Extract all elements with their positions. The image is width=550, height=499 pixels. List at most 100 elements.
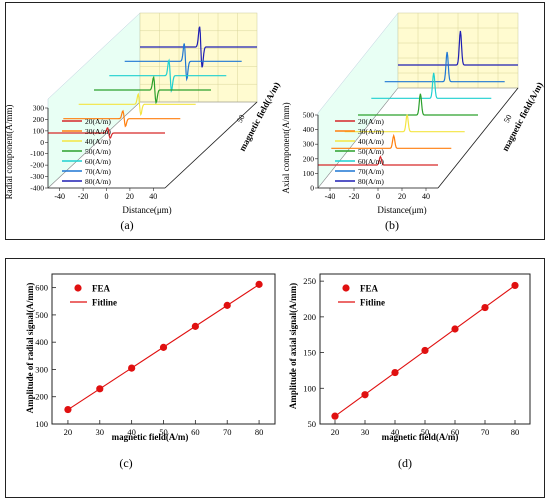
legend-fea-marker — [342, 284, 350, 292]
x-tick-label: 80 — [511, 427, 520, 437]
series-line-50 — [358, 93, 478, 116]
panel-a-ztick: 50 — [235, 113, 247, 124]
fea-point — [481, 303, 489, 312]
legend-label: 50(A/m) — [358, 147, 384, 156]
series-line-50 — [94, 75, 211, 105]
legend-fea-label: FEA — [360, 284, 379, 294]
legend-label: 80(A/m) — [358, 177, 384, 186]
series-line-20 — [48, 126, 165, 140]
panel-b-ztick: 50 — [502, 113, 514, 124]
y-tick-label: -200 — [30, 161, 44, 170]
y-tick-label: 200 — [35, 392, 48, 402]
fea-point — [361, 391, 369, 399]
legend-fea-label: FEA — [92, 284, 111, 294]
y-tick-label: -300 — [30, 172, 44, 181]
fea-point — [421, 346, 429, 355]
legend-label: 30(A/m) — [85, 127, 111, 136]
y-tick-label: 200 — [303, 154, 315, 163]
x-tick-label: 50 — [421, 427, 430, 437]
x-tick-label: 60 — [191, 427, 200, 437]
y-tick-label: 200 — [33, 115, 45, 124]
series-line-80 — [398, 30, 518, 66]
fea-point — [159, 343, 168, 351]
fea-point — [64, 405, 72, 414]
y-tick-label: 300 — [35, 364, 48, 374]
x-tick-label: -40 — [325, 192, 336, 201]
x-tick-label: 80 — [255, 427, 264, 437]
x-tick-label: 70 — [223, 427, 232, 437]
x-tick-label: 70 — [481, 427, 490, 437]
x-tick-label: 30 — [96, 427, 105, 437]
x-tick-label: 60 — [451, 427, 460, 437]
panel-c-xlabel: magnetic field(A/m) — [112, 432, 189, 442]
panel-b-label: (b) — [385, 218, 399, 232]
x-tick-label: 20 — [331, 427, 340, 437]
y-tick-label: 100 — [303, 383, 316, 393]
series-line-60 — [371, 72, 492, 99]
legend-label: 40(A/m) — [85, 137, 111, 146]
series-line-40 — [344, 114, 465, 133]
legend-label: 40(A/m) — [358, 137, 384, 146]
legend-label: 30(A/m) — [358, 127, 384, 136]
y-tick-label: 400 — [35, 337, 48, 347]
y-tick-label: 300 — [303, 140, 315, 149]
y-tick-label: 0 — [310, 184, 314, 193]
series-line-70 — [384, 51, 505, 83]
y-tick-label: 400 — [303, 125, 315, 134]
fea-point — [391, 368, 399, 377]
x-tick-label: 0 — [105, 192, 109, 201]
series-line-40 — [78, 92, 196, 116]
legend-label: 70(A/m) — [85, 167, 111, 176]
panel-d-chart: 20 30 40 50 60 70 80 50 100 150 200 250 FEA Fitline — [303, 273, 531, 437]
panel-c-ylabel: Amplitude of radial signal(A/mm) — [25, 283, 35, 414]
x-tick-label: -40 — [54, 192, 65, 201]
x-tick-label: 50 — [159, 427, 168, 437]
panel-b-xlabel: Distance(μm) — [377, 205, 426, 215]
x-tick-label: 20 — [398, 192, 406, 201]
legend-label: 50(A/m) — [85, 147, 111, 156]
fea-point — [191, 322, 199, 330]
series-line-20 — [318, 155, 438, 166]
legend-fit-label: Fitline — [360, 298, 385, 308]
x-tick-label: 20 — [126, 192, 134, 201]
panel-b-ylabel: Axial component(A/mm) — [281, 102, 291, 193]
legend-label: 70(A/m) — [358, 167, 384, 176]
x-tick-label: 40 — [391, 427, 400, 437]
y-tick-label: 500 — [35, 310, 48, 320]
legend-label: 60(A/m) — [358, 157, 384, 166]
y-tick-label: 500 — [303, 111, 315, 120]
series-line-30 — [63, 109, 181, 128]
y-tick-label: 250 — [303, 276, 316, 286]
x-tick-label: 20 — [64, 427, 73, 437]
panel-d-xlabel: magnetic field(A/m) — [382, 432, 459, 442]
panel-a-ylabel: Radial component(A/mm) — [4, 105, 14, 200]
panel-d-ylabel: Amplitude of axial signal(A/mm) — [288, 283, 298, 409]
fea-point — [255, 280, 263, 288]
panel-a-xlabel: Distance(μm) — [122, 205, 171, 215]
legend-label: 20(A/m) — [85, 117, 111, 126]
legend-fit-label: Fitline — [92, 298, 117, 308]
x-tick-label: 40 — [422, 192, 430, 201]
fea-point — [96, 385, 104, 393]
panel-d-label: (d) — [398, 456, 412, 470]
panel-b-chart: 500 400 300 200 100 0 -40 -20 0 20 40 20(A/m)30(A/m… — [303, 12, 519, 201]
y-tick-label: 150 — [303, 348, 316, 358]
y-tick-label: 100 — [33, 126, 45, 135]
y-tick-label: 100 — [35, 419, 48, 429]
legend-fea-marker — [74, 284, 82, 292]
panel-c-label: (c) — [119, 456, 132, 470]
panel-a-label: (a) — [120, 218, 133, 232]
fea-point — [223, 301, 231, 309]
legend-label: 80(A/m) — [85, 177, 111, 186]
fea-point — [451, 325, 459, 333]
y-tick-label: -100 — [30, 149, 44, 158]
y-tick-label: 600 — [35, 283, 48, 293]
x-tick-label: -20 — [349, 192, 360, 201]
x-tick-label: 30 — [361, 427, 370, 437]
series-line-70 — [124, 43, 242, 82]
fea-point — [511, 281, 519, 290]
fea-point — [128, 364, 136, 372]
legend-label: 60(A/m) — [85, 157, 111, 166]
x-tick-label: 40 — [149, 192, 157, 201]
